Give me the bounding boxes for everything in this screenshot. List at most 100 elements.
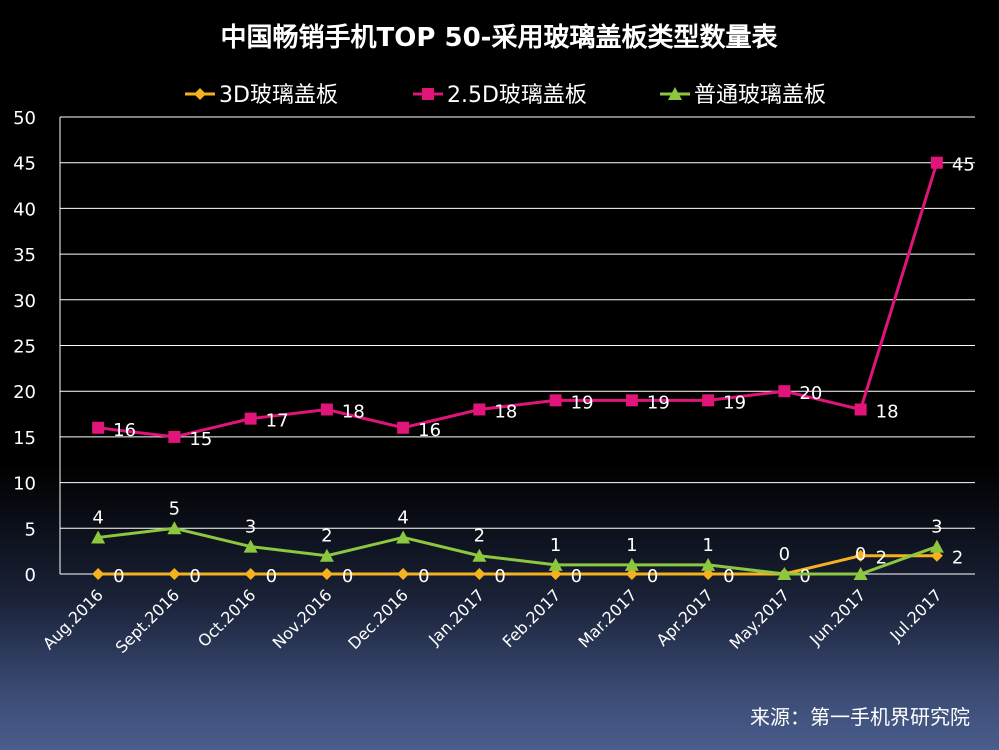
data-label: 2 xyxy=(876,548,887,569)
y-tick-label: 40 xyxy=(13,199,36,220)
data-label: 18 xyxy=(494,401,517,422)
data-label: 0 xyxy=(799,566,810,587)
data-label: 0 xyxy=(189,566,200,587)
data-label: 18 xyxy=(342,401,365,422)
y-tick-label: 50 xyxy=(13,108,36,129)
y-axis: 0 5 10 15 20 25 30 35 40 45 50 xyxy=(13,108,61,586)
data-point xyxy=(549,394,562,407)
data-point xyxy=(244,412,257,425)
data-label: 3 xyxy=(931,517,942,538)
y-tick-label: 10 xyxy=(13,474,36,495)
data-point xyxy=(625,568,638,580)
data-point xyxy=(397,421,410,434)
data-point xyxy=(320,568,333,580)
data-label: 15 xyxy=(189,429,212,450)
data-point xyxy=(854,403,867,416)
x-tick-label: Jan.2017 xyxy=(424,585,488,649)
series-line xyxy=(98,554,937,576)
series-line xyxy=(97,162,939,439)
data-point xyxy=(396,530,411,544)
data-point xyxy=(930,549,943,562)
data-point xyxy=(930,156,943,169)
data-point xyxy=(702,394,715,407)
x-tick-label: Jul.2017 xyxy=(886,585,946,645)
data-point xyxy=(472,548,487,562)
data-label: 18 xyxy=(876,401,899,422)
data-label: 19 xyxy=(571,392,594,413)
data-label: 0 xyxy=(266,566,277,587)
data-point xyxy=(92,568,105,580)
data-label: 2 xyxy=(952,548,963,569)
legend: 3D玻璃盖板 2.5D玻璃盖板 普通玻璃盖板 xyxy=(185,83,826,108)
series-line xyxy=(97,526,938,576)
series-1: 0 0 0 0 0 0 0 0 0 0 2 2 xyxy=(92,548,963,587)
legend-marker xyxy=(668,87,682,100)
data-label: 0 xyxy=(779,544,790,565)
x-tick-label: Apr.2017 xyxy=(653,585,717,649)
series-3: 4 5 3 2 4 2 1 1 1 0 0 3 xyxy=(91,498,944,580)
x-tick-label: Jun.2017 xyxy=(805,585,869,649)
x-tick-label: May.2017 xyxy=(726,585,794,653)
x-tick-label: Nov.2016 xyxy=(269,585,336,652)
data-label: 0 xyxy=(342,566,353,587)
data-point xyxy=(473,403,486,416)
data-label: 0 xyxy=(571,566,582,587)
x-tick-label: Dec.2016 xyxy=(344,585,412,653)
data-label: 19 xyxy=(723,392,746,413)
data-point xyxy=(777,567,792,580)
y-tick-label: 15 xyxy=(13,428,36,449)
data-point xyxy=(701,557,716,571)
data-label: 1 xyxy=(550,535,561,556)
y-tick-label: 5 xyxy=(25,519,36,540)
data-point xyxy=(473,568,486,580)
legend-item: 3D玻璃盖板 xyxy=(185,83,338,108)
data-point xyxy=(549,568,562,580)
data-point xyxy=(854,549,867,562)
data-label: 0 xyxy=(494,566,505,587)
data-point xyxy=(168,568,181,580)
data-point xyxy=(397,568,410,580)
data-label: 0 xyxy=(723,566,734,587)
series-2: 16 15 17 18 16 18 19 19 19 20 18 45 xyxy=(92,155,975,450)
data-label: 3 xyxy=(245,517,256,538)
data-label: 2 xyxy=(474,526,485,547)
data-point xyxy=(853,567,868,580)
data-label: 0 xyxy=(418,566,429,587)
data-label: 19 xyxy=(647,392,670,413)
y-tick-label: 0 xyxy=(25,565,36,586)
data-label: 20 xyxy=(799,383,822,404)
y-tick-label: 45 xyxy=(13,154,36,175)
data-label: 1 xyxy=(626,535,637,556)
data-point xyxy=(244,568,257,580)
legend-label: 3D玻璃盖板 xyxy=(219,83,338,108)
y-tick-label: 30 xyxy=(13,291,36,312)
data-label: 16 xyxy=(113,420,136,441)
data-label: 16 xyxy=(418,420,441,441)
data-point xyxy=(167,521,182,535)
data-label: 17 xyxy=(266,411,289,432)
source-note: 来源：第一手机界研究院 xyxy=(750,705,970,729)
gridlines xyxy=(60,116,975,575)
data-label: 0 xyxy=(113,566,124,587)
data-point xyxy=(92,421,105,434)
chart-title: 中国畅销手机TOP 50-采用玻璃盖板类型数量表 xyxy=(221,22,779,53)
data-label: 4 xyxy=(92,507,103,528)
data-point xyxy=(91,530,106,544)
data-point xyxy=(548,557,563,571)
legend-marker xyxy=(422,88,434,100)
legend-label: 2.5D玻璃盖板 xyxy=(447,83,587,108)
x-tick-label: Mar.2017 xyxy=(575,585,641,651)
x-tick-label: Feb.2017 xyxy=(499,585,565,651)
x-tick-label: Sept.2016 xyxy=(112,585,184,657)
legend-label: 普通玻璃盖板 xyxy=(694,83,826,108)
data-label: 0 xyxy=(855,544,866,565)
data-point xyxy=(702,568,715,580)
data-point xyxy=(320,403,333,416)
y-tick-label: 25 xyxy=(13,337,36,358)
data-label: 5 xyxy=(169,498,180,519)
data-point xyxy=(319,548,334,562)
data-point xyxy=(778,385,791,398)
legend-item: 2.5D玻璃盖板 xyxy=(413,83,587,108)
data-label: 4 xyxy=(397,507,408,528)
data-point xyxy=(168,430,181,443)
